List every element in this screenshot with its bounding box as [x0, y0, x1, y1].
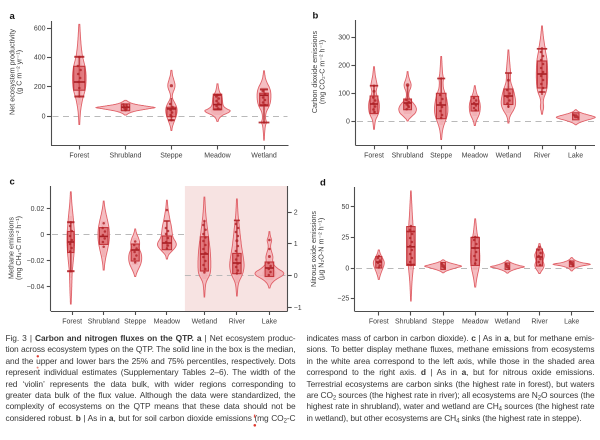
svg-text:Meadow: Meadow: [154, 319, 181, 326]
svg-text:300: 300: [338, 35, 350, 42]
svg-text:Shrubland: Shrubland: [88, 319, 120, 326]
svg-text:50: 50: [342, 204, 350, 211]
svg-text:Wetland: Wetland: [192, 319, 218, 326]
svg-text:Lake: Lake: [564, 319, 579, 326]
svg-text:Lake: Lake: [262, 319, 277, 326]
svg-text:−0.04: −0.04: [27, 284, 45, 291]
svg-text:Shrubland: Shrubland: [392, 153, 424, 160]
svg-text:Wetland: Wetland: [495, 319, 521, 326]
svg-text:Forest: Forest: [69, 153, 89, 160]
svg-text:25: 25: [342, 235, 350, 242]
svg-text:2: 2: [294, 209, 298, 216]
svg-text:Net ecosystem productivity: Net ecosystem productivity: [8, 29, 17, 115]
svg-text:Shrubland: Shrubland: [110, 153, 142, 160]
svg-text:−25: −25: [337, 296, 349, 303]
svg-text:600: 600: [34, 25, 46, 32]
svg-text:Meadow: Meadow: [204, 153, 231, 160]
svg-text:(mg CH₄-C m⁻² h⁻¹): (mg CH₄-C m⁻² h⁻¹): [14, 216, 23, 280]
svg-text:0: 0: [345, 265, 349, 272]
svg-text:−0.02: −0.02: [27, 258, 45, 265]
svg-text:Steppe: Steppe: [430, 153, 452, 160]
svg-text:Forest: Forest: [62, 319, 82, 326]
svg-text:Carbon dioxide emissions: Carbon dioxide emissions: [310, 30, 319, 113]
svg-text:River: River: [229, 319, 246, 326]
svg-text:Forest: Forest: [369, 319, 389, 326]
svg-text:0: 0: [346, 119, 350, 126]
svg-text:Wetland: Wetland: [251, 153, 277, 160]
svg-text:Nitrous oxide emissions: Nitrous oxide emissions: [309, 211, 318, 287]
svg-text:1: 1: [294, 241, 298, 248]
svg-text:Steppe: Steppe: [124, 319, 146, 326]
svg-text:River: River: [534, 153, 551, 160]
svg-text:Meadow: Meadow: [462, 319, 489, 326]
svg-text:Shrubland: Shrubland: [395, 319, 427, 326]
svg-text:0.02: 0.02: [31, 206, 45, 213]
svg-text:River: River: [531, 319, 548, 326]
svg-text:b: b: [313, 11, 319, 22]
svg-text:0: 0: [42, 113, 46, 120]
svg-text:0: 0: [294, 273, 298, 280]
svg-text:Meadow: Meadow: [462, 153, 489, 160]
svg-text:(µg N₂O-N m⁻² h⁻¹): (µg N₂O-N m⁻² h⁻¹): [317, 218, 326, 280]
svg-text:Wetland: Wetland: [496, 153, 522, 160]
svg-text:Forest: Forest: [364, 153, 384, 160]
svg-text:200: 200: [338, 63, 350, 70]
svg-text:200: 200: [34, 84, 46, 91]
svg-text:Steppe: Steppe: [160, 153, 182, 160]
svg-text:a: a: [10, 11, 16, 22]
svg-text:c: c: [10, 177, 15, 188]
svg-text:Steppe: Steppe: [432, 319, 454, 326]
svg-text:Methane emissions: Methane emissions: [7, 217, 16, 279]
svg-text:Lake: Lake: [568, 153, 583, 160]
svg-text:0: 0: [40, 232, 44, 239]
svg-text:(g C m⁻² yr⁻¹): (g C m⁻² yr⁻¹): [14, 50, 23, 94]
svg-text:400: 400: [34, 55, 46, 62]
svg-text:100: 100: [338, 91, 350, 98]
svg-text:−1: −1: [294, 305, 302, 312]
svg-text:d: d: [320, 178, 326, 189]
svg-text:(mg CO₂-C m⁻² h⁻¹): (mg CO₂-C m⁻² h⁻¹): [318, 40, 327, 104]
